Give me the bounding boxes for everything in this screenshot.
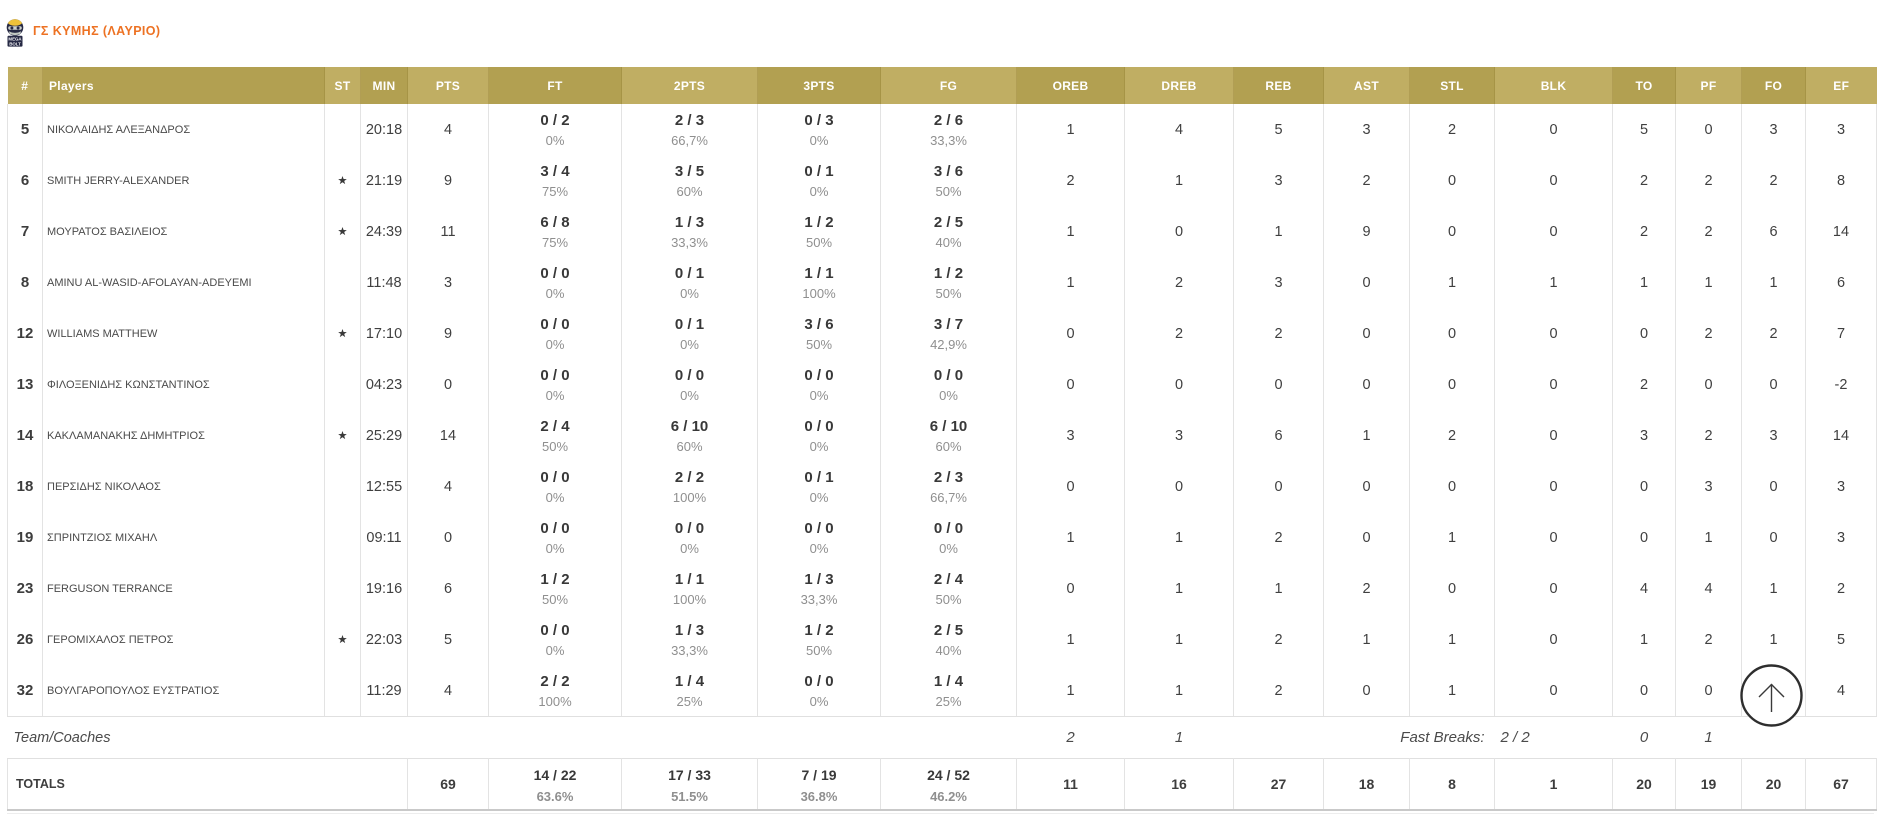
svg-text:MEGA: MEGA <box>8 37 22 42</box>
svg-text:BOLT: BOLT <box>9 42 21 47</box>
